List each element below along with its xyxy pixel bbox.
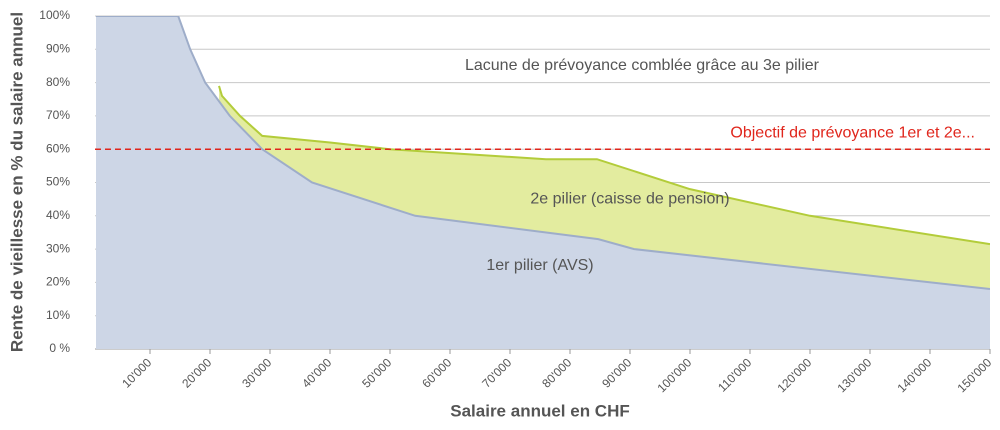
area-label: 2e pilier (caisse de pension) [530,190,729,207]
y-tick-label: 70% [46,108,70,122]
x-tick-label: 80'000 [539,355,574,390]
y-tick-label: 30% [46,241,70,255]
x-tick-label: 10'000 [119,355,154,390]
x-tick-label: 60'000 [419,355,454,390]
x-tick-label: 20'000 [179,355,214,390]
y-tick-label: 60% [46,141,70,155]
y-tick-label: 0 % [49,341,70,355]
y-tick-label: 50% [46,175,70,189]
x-tick-label: 50'000 [359,355,394,390]
y-axis-title: Rente de vieillesse en % du salaire annu… [7,12,26,352]
y-tick-label: 80% [46,75,70,89]
area-fill [96,16,990,349]
x-tick-label: 90'000 [599,355,634,390]
x-tick-label: 120'000 [775,355,815,395]
target-label: Objectif de prévoyance 1er et 2e... [730,124,975,141]
y-tick-label: 20% [46,275,70,289]
area-line [96,16,990,291]
y-tick-label: 100% [39,8,70,22]
x-tick-label: 100'000 [655,355,695,395]
x-tick-label: 110'000 [715,355,754,394]
area-label: Lacune de prévoyance comblée grâce au 3e… [465,57,820,74]
x-tick-label: 30'000 [239,355,274,390]
x-axis-title: Salaire annuel en CHF [450,401,630,420]
y-tick-label: 40% [46,208,70,222]
x-tick-label: 130'000 [835,355,875,395]
x-tick-label: 140'000 [895,355,935,395]
x-tick-label: 40'000 [299,355,334,390]
x-tick-label: 150'000 [955,355,995,395]
area-label: 1er pilier (AVS) [486,257,593,274]
y-tick-label: 90% [46,41,70,55]
y-tick-label: 10% [46,308,70,322]
x-tick-label: 70'000 [479,355,514,390]
